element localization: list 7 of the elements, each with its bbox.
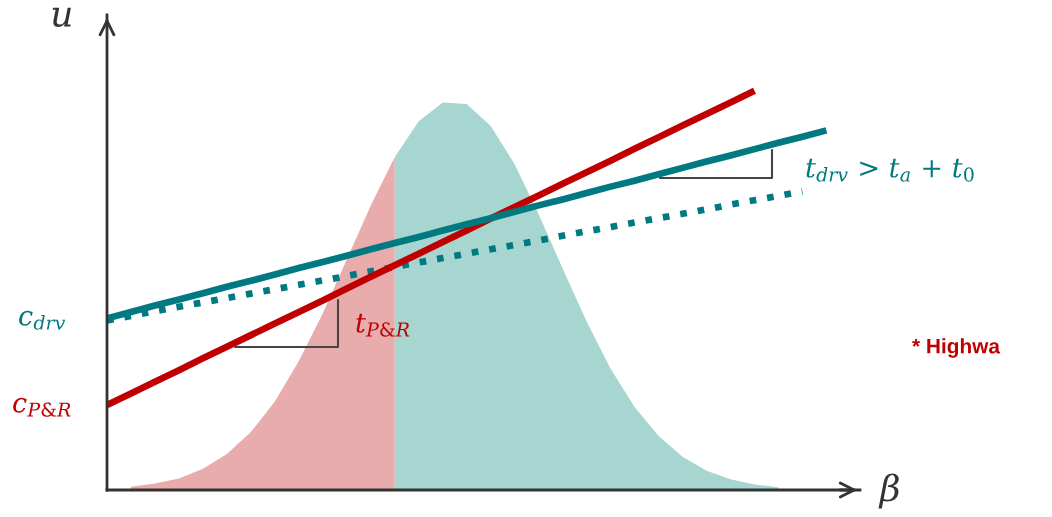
annotation: t$_{drv}$ > t$_{a}$ + t$_{0}$	[806, 158, 974, 182]
x-axis-title: β	[878, 473, 899, 509]
text: c$_{P&R}$	[13, 397, 71, 417]
y-axis-title: u	[52, 7, 71, 27]
annotation: t$_{P&R}$	[356, 313, 410, 337]
text: c$_{drv}$	[19, 310, 66, 330]
text: * Highwa	[912, 338, 1001, 358]
